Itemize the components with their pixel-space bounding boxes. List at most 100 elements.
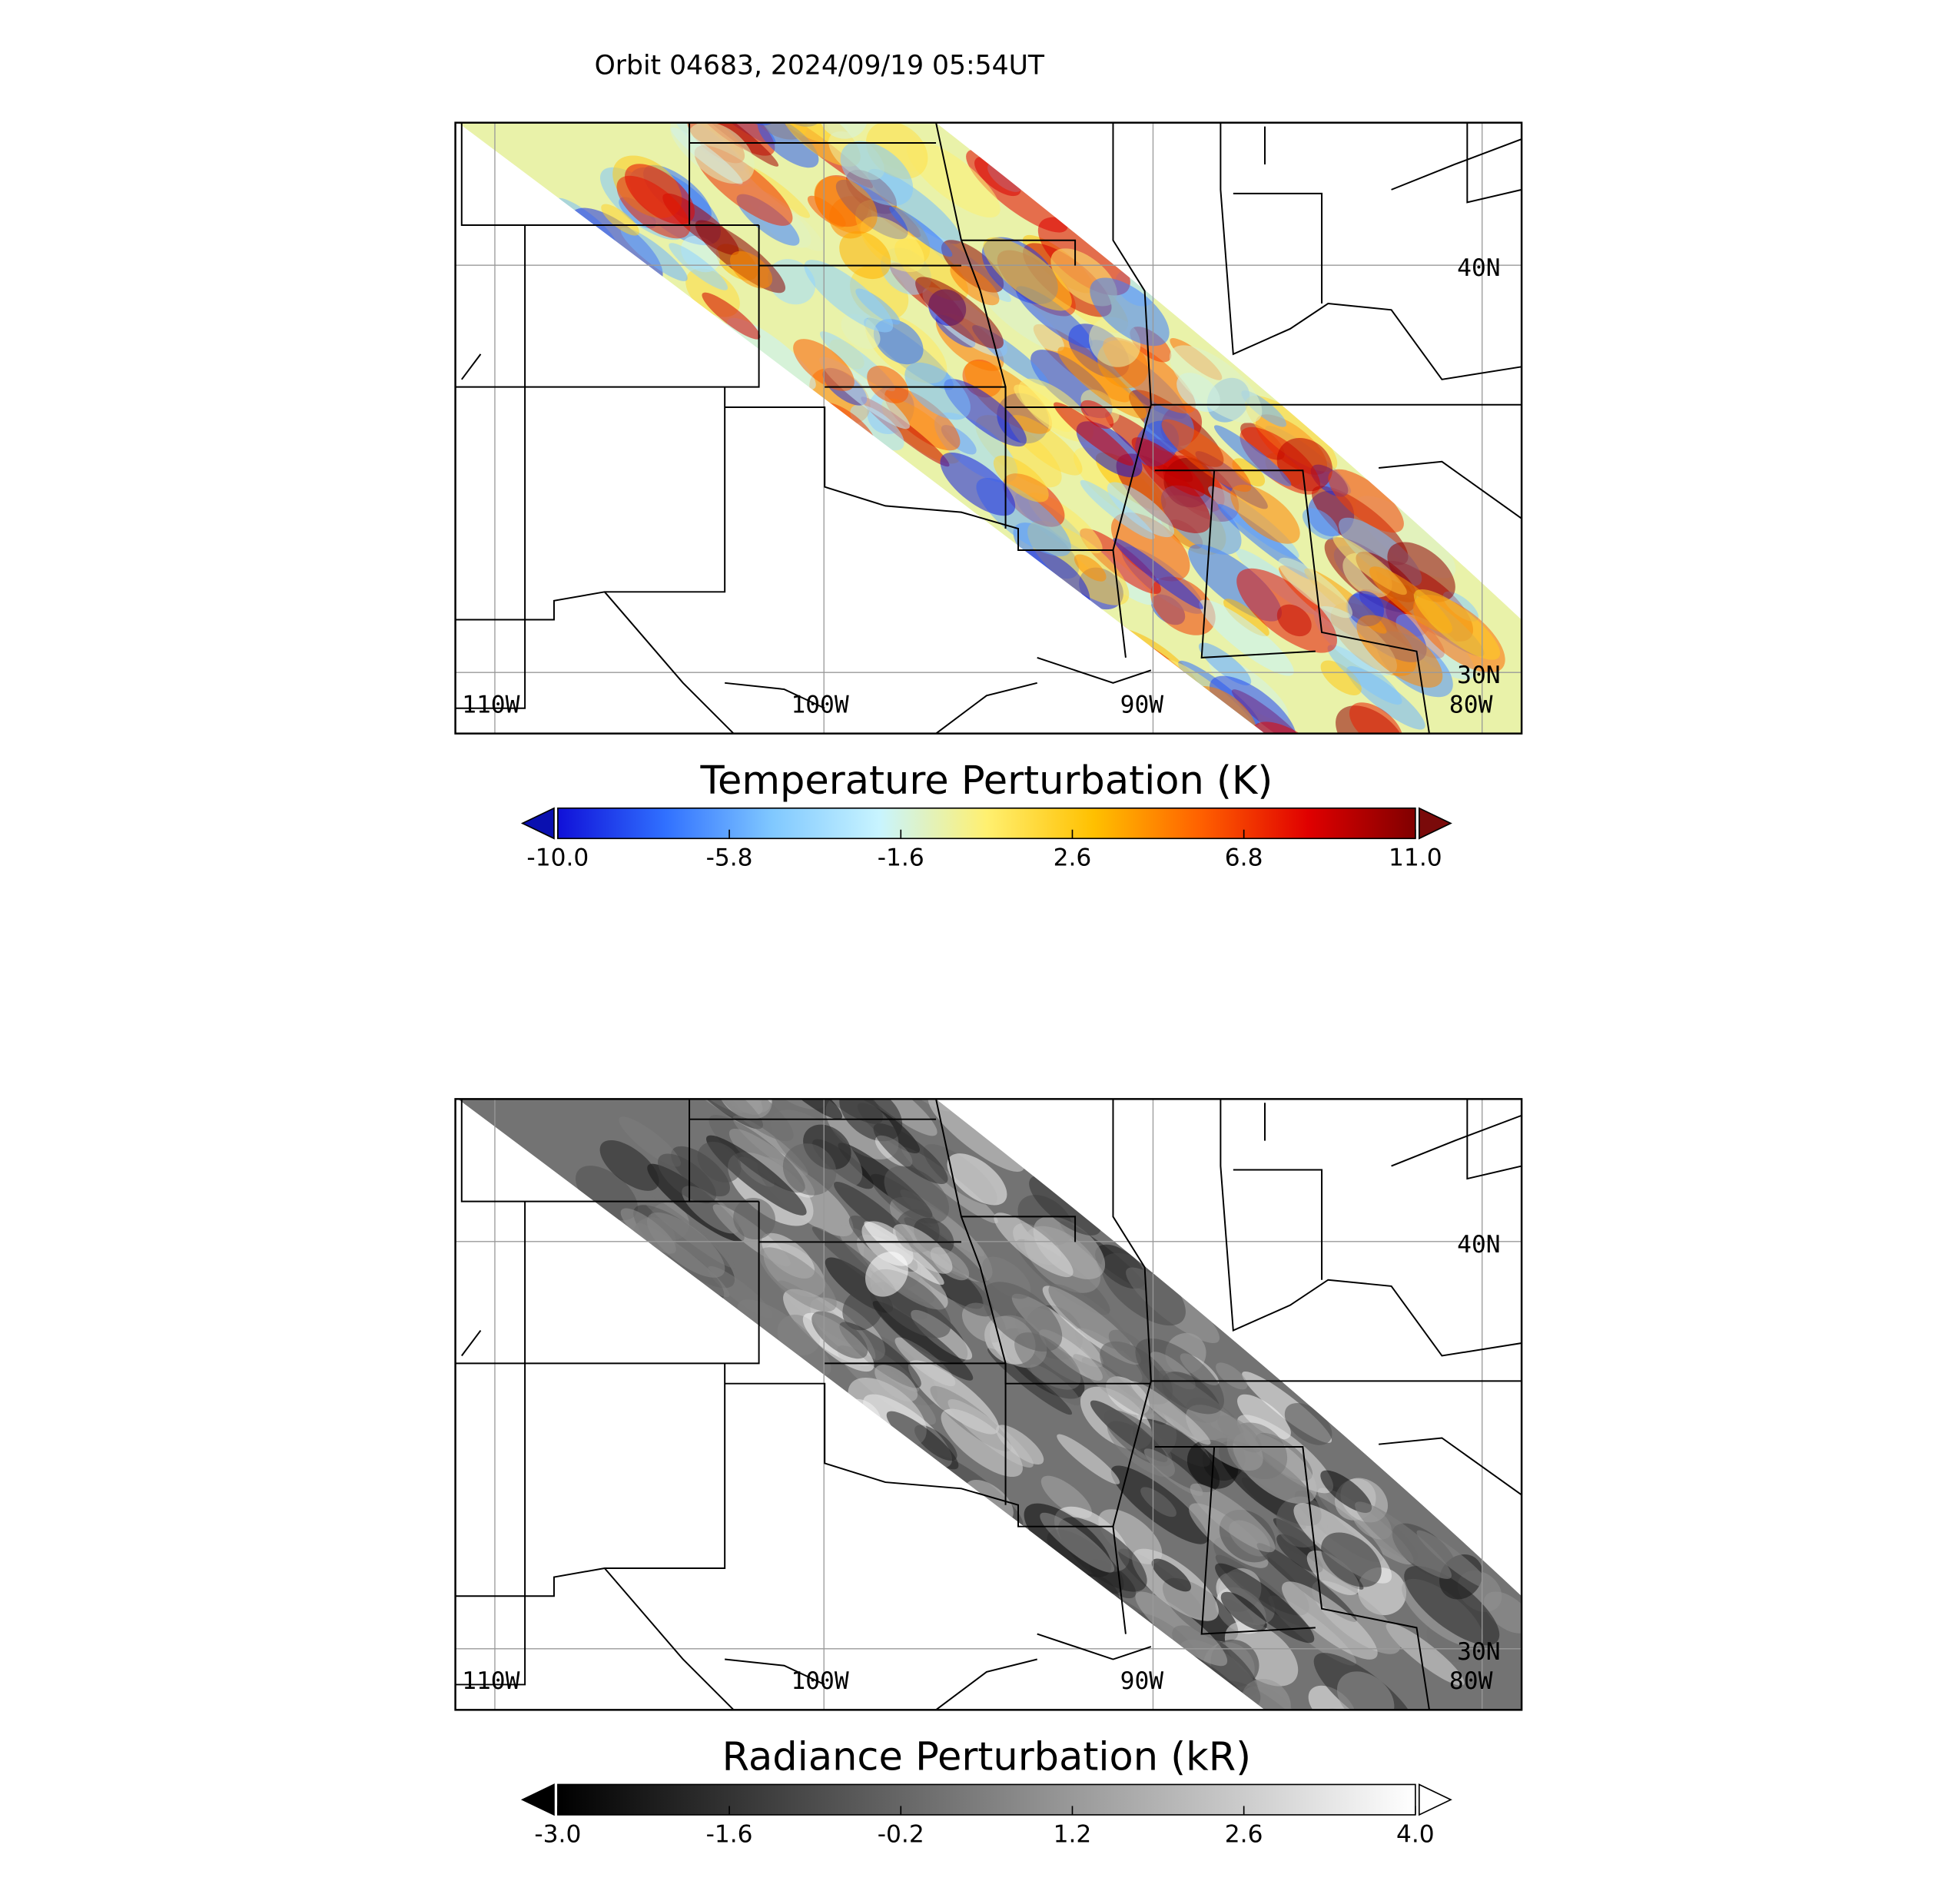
swath-texture bbox=[983, 237, 1072, 311]
swath-texture bbox=[702, 292, 761, 340]
swath-texture bbox=[928, 1099, 1025, 1173]
state-border bbox=[461, 1329, 482, 1357]
swath bbox=[457, 122, 1522, 734]
swath-texture bbox=[867, 365, 909, 403]
swath-texture bbox=[842, 1288, 884, 1331]
swath-texture bbox=[1143, 1448, 1203, 1496]
state-border bbox=[1220, 1099, 1522, 1357]
figure-title: Orbit 04683, 2024/09/19 05:54UT bbox=[595, 51, 1045, 81]
swath-texture bbox=[1040, 1475, 1092, 1518]
colorbar-tick-label: -1.6 bbox=[706, 1820, 753, 1848]
state-border bbox=[455, 1201, 526, 1686]
map-frame bbox=[454, 1098, 1523, 1711]
swath-texture bbox=[865, 1252, 908, 1297]
swath bbox=[457, 1099, 1522, 1710]
colorbar-over bbox=[1418, 1783, 1452, 1816]
swath-texture bbox=[1074, 554, 1107, 582]
colorbar-tick-label: -1.6 bbox=[878, 844, 924, 872]
colorbar bbox=[557, 1783, 1416, 1816]
colorbar-tick-label: -5.8 bbox=[706, 844, 753, 872]
swath-texture bbox=[1090, 277, 1170, 347]
state-border bbox=[604, 591, 735, 735]
colorbar-tick-label: -10.0 bbox=[526, 844, 589, 872]
swath-texture bbox=[864, 1221, 944, 1285]
swath-texture bbox=[1302, 508, 1339, 540]
swath-texture bbox=[1107, 482, 1175, 538]
state-border bbox=[1233, 1169, 1323, 1280]
swath-texture bbox=[1073, 1354, 1155, 1419]
colorbar-tick-label: 11.0 bbox=[1389, 844, 1442, 872]
swath-texture bbox=[771, 1099, 843, 1120]
swath-texture bbox=[669, 243, 728, 290]
swath-texture bbox=[729, 250, 773, 289]
swath-texture bbox=[1029, 1175, 1101, 1236]
swath-texture bbox=[874, 1365, 918, 1402]
swath-texture bbox=[884, 387, 961, 451]
swath-texture bbox=[1113, 538, 1203, 609]
colorbar-tick-label: 2.6 bbox=[1054, 844, 1092, 872]
swath-texture bbox=[1282, 1581, 1378, 1660]
swath-texture bbox=[981, 1282, 1063, 1352]
swath-texture bbox=[964, 360, 1053, 434]
swath-texture bbox=[576, 1166, 638, 1221]
swath-texture bbox=[768, 259, 816, 305]
swath-texture bbox=[850, 404, 904, 451]
lon-label: 100W bbox=[791, 1667, 848, 1695]
swath-texture bbox=[1100, 1252, 1186, 1326]
state-border bbox=[1379, 460, 1522, 519]
swath-texture bbox=[1356, 615, 1443, 688]
state-border bbox=[604, 1567, 735, 1711]
swath-texture bbox=[804, 260, 894, 333]
swath-texture bbox=[1161, 419, 1252, 493]
lon-label: 110W bbox=[462, 1667, 519, 1695]
state-border bbox=[1154, 469, 1430, 734]
swath-texture bbox=[860, 216, 924, 273]
colorbar-label: Temperature Perturbation (K) bbox=[699, 758, 1273, 804]
swath-texture bbox=[1169, 345, 1263, 423]
swath-texture bbox=[1327, 645, 1402, 705]
swath-texture bbox=[1404, 1565, 1500, 1646]
swath-texture bbox=[941, 1408, 1023, 1478]
state-border bbox=[961, 1216, 1077, 1242]
swath-texture bbox=[892, 1224, 953, 1274]
swath-texture bbox=[1054, 402, 1134, 466]
swath-texture bbox=[950, 264, 1000, 306]
swath-texture bbox=[1328, 469, 1404, 533]
state-border bbox=[460, 122, 691, 226]
lat-label: 40N bbox=[1457, 1231, 1500, 1259]
lon-label: 110W bbox=[462, 691, 519, 718]
swath-texture bbox=[1336, 1671, 1395, 1710]
colorbar-tick-label: 1.2 bbox=[1054, 1820, 1092, 1848]
colorbar-tick-label: 6.8 bbox=[1225, 844, 1263, 872]
colorbar-under bbox=[520, 1783, 555, 1816]
swath-texture bbox=[937, 1269, 994, 1317]
swath-texture bbox=[839, 231, 891, 280]
state-border bbox=[460, 1099, 691, 1202]
swath-texture bbox=[697, 1141, 742, 1183]
state-border bbox=[1200, 470, 1316, 658]
swath-texture bbox=[1230, 484, 1300, 544]
state-border bbox=[935, 122, 1007, 387]
state-border bbox=[1220, 122, 1522, 380]
swath-texture bbox=[1217, 1415, 1263, 1453]
swath-texture bbox=[1150, 576, 1216, 635]
swath-texture bbox=[1199, 599, 1294, 676]
swath-texture bbox=[904, 362, 971, 420]
swath-texture bbox=[1151, 1558, 1191, 1592]
swath-texture bbox=[873, 1123, 948, 1185]
colorbar-tick-label: 2.6 bbox=[1225, 1820, 1263, 1848]
swath-texture bbox=[1413, 589, 1501, 660]
lat-label: 30N bbox=[1457, 662, 1500, 689]
swath-texture bbox=[1216, 1362, 1248, 1390]
swath-texture bbox=[1110, 512, 1190, 582]
lon-label: 80W bbox=[1449, 691, 1493, 718]
swath-texture bbox=[658, 1153, 717, 1204]
swath-texture bbox=[1086, 1601, 1122, 1634]
swath-texture bbox=[1416, 1530, 1491, 1590]
swath-texture bbox=[758, 1247, 837, 1312]
swath-texture bbox=[1080, 479, 1155, 539]
state-border bbox=[1264, 122, 1522, 204]
swath-texture bbox=[1215, 1563, 1315, 1644]
state-border bbox=[1037, 656, 1152, 684]
colorbar-tick-label: -3.0 bbox=[534, 1820, 581, 1848]
